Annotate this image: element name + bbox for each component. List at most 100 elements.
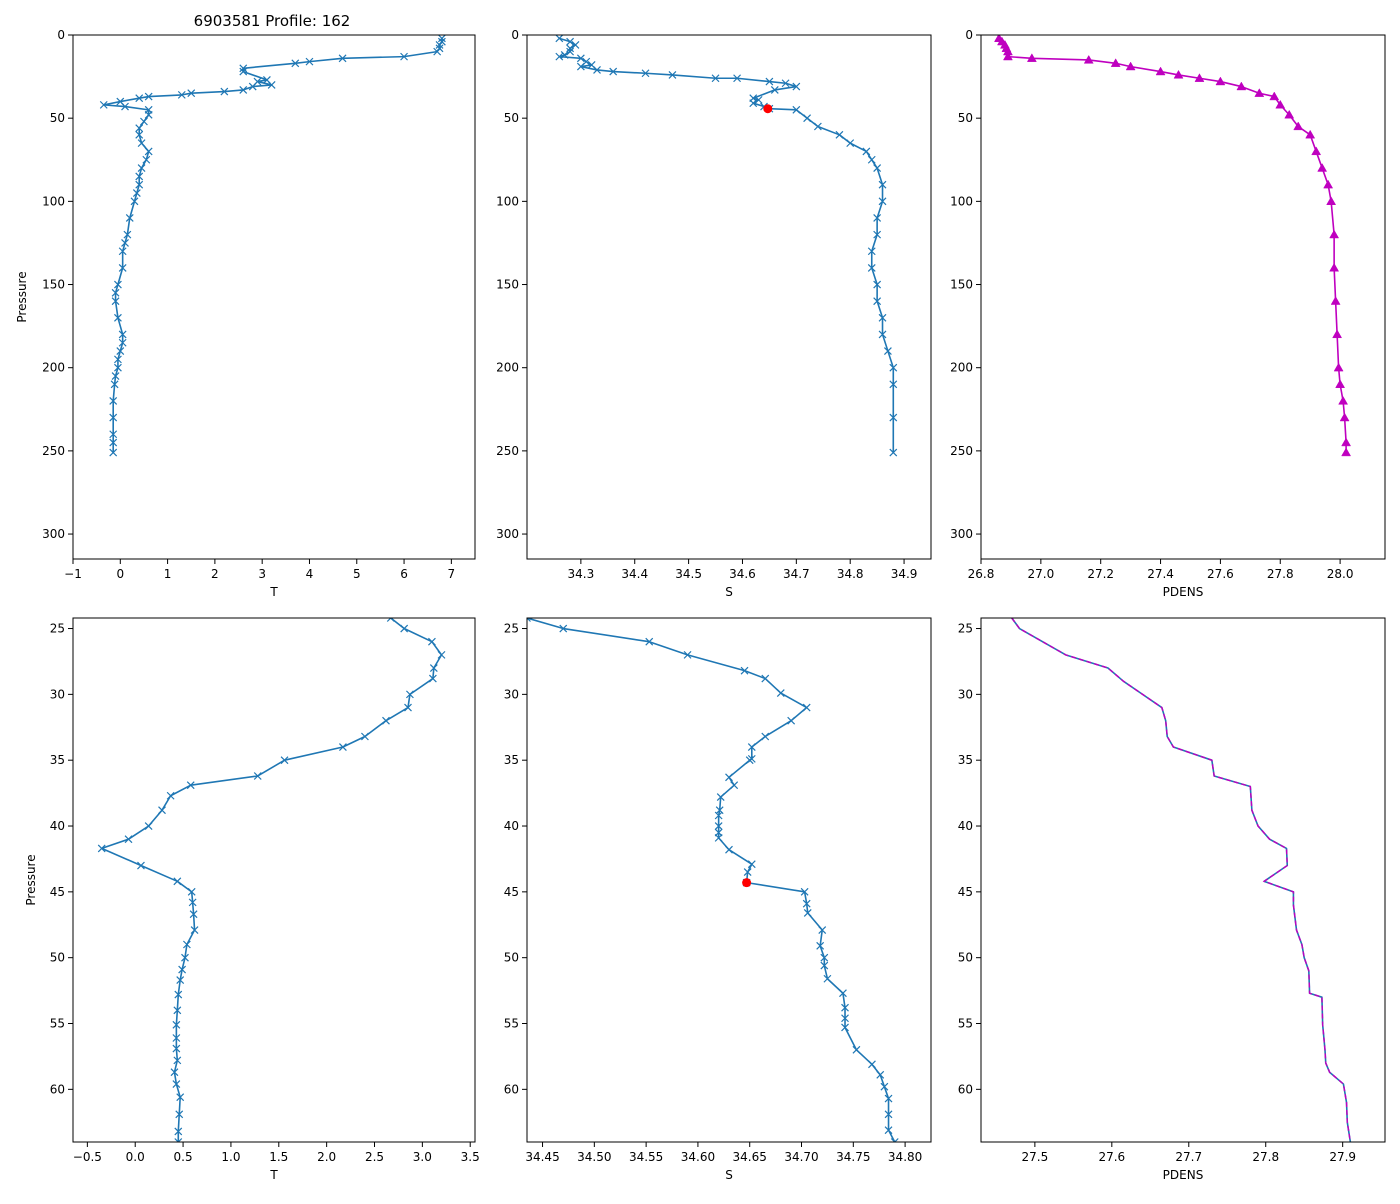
- x-tick-label-p1-4: 3: [258, 567, 266, 581]
- data-point-p4-17: [124, 835, 133, 844]
- x-tick-label-p3-2: 27.2: [1087, 567, 1114, 581]
- data-point-p1-36: [130, 197, 139, 206]
- data-point-p1-14: [248, 82, 257, 91]
- y-tick-label-p6-7: 60: [958, 1082, 973, 1096]
- data-point-p3-8: [1110, 58, 1121, 67]
- y-tick-label-p5-5: 50: [504, 951, 519, 965]
- data-point-p5-43: [884, 1126, 893, 1135]
- x-tick-label-p4-8: 3.5: [461, 1150, 480, 1164]
- y-tick-label-p1-1: 50: [50, 111, 65, 125]
- y-tick-label-p5-4: 45: [504, 885, 519, 899]
- data-point-p2-28: [813, 122, 822, 131]
- data-point-p1-7: [305, 57, 314, 66]
- data-point-p5-4: [740, 666, 749, 675]
- data-point-p2-6: [555, 52, 564, 61]
- plot-area-p5: [527, 618, 899, 1142]
- x-tick-label-p5-4: 34.65: [733, 1150, 767, 1164]
- data-point-p4-20: [173, 877, 182, 886]
- data-point-p3-20: [1305, 129, 1316, 139]
- y-tick-label-p4-7: 60: [50, 1082, 65, 1096]
- y-tick-label-p3-3: 150: [950, 278, 973, 292]
- x-tick-label-p4-7: 3.0: [413, 1150, 432, 1164]
- data-point-p3-15: [1254, 88, 1265, 97]
- data-point-p4-16: [144, 822, 153, 830]
- y-tick-label-p4-0: 25: [50, 622, 65, 636]
- data-point-p3-14: [1236, 81, 1247, 91]
- data-point-p1-44: [111, 297, 120, 306]
- data-point-p5-2: [645, 637, 654, 646]
- y-axis-label-p4: Pressure: [24, 854, 38, 905]
- data-point-p4-37: [176, 1093, 185, 1102]
- data-point-p3-10: [1155, 66, 1166, 76]
- data-point-p1-56: [109, 438, 118, 447]
- y-tick-label-p4-6: 55: [50, 1017, 65, 1031]
- axes-frame-p3: [980, 34, 1386, 560]
- data-point-p1-38: [123, 230, 132, 239]
- data-point-p4-15: [158, 806, 166, 815]
- x-tick-label-p2-4: 34.7: [783, 567, 810, 581]
- y-tick-label-p2-4: 200: [496, 361, 519, 375]
- data-point-p5-21: [725, 845, 733, 854]
- data-point-p2-3: [566, 44, 575, 53]
- data-point-p5-44: [890, 1138, 899, 1142]
- x-axis-label-p1: T: [269, 585, 278, 599]
- y-tick-label-p5-1: 30: [504, 687, 519, 701]
- data-point-p5-0: [527, 618, 531, 622]
- x-tick-label-p1-1: 0: [116, 567, 124, 581]
- data-point-p4-39: [174, 1127, 183, 1136]
- data-point-p4-28: [176, 976, 185, 984]
- plot-area-p2: [555, 35, 898, 457]
- data-point-p5-31: [820, 961, 829, 970]
- y-tick-label-p4-3: 40: [50, 819, 65, 833]
- data-point-p4-18: [97, 844, 106, 853]
- data-point-p1-20: [135, 94, 144, 103]
- subplot-p2: 34.3 34.4 34.5 34.6 34.7 34.8 34.9 0 50 100 150 200…: [496, 28, 932, 599]
- x-tick-label-p5-3: 34.60: [681, 1150, 715, 1164]
- subplot-p4: −0.5 0.0 0.5 1.0 1.5 2.0 2.5 3.0 3.5 25 30 35 40 45 50…: [24, 617, 480, 1182]
- data-point-p1-42: [114, 280, 122, 289]
- data-point-p2-20: [770, 85, 779, 94]
- data-point-p3-9: [1125, 61, 1136, 71]
- y-tick-label-p3-2: 100: [950, 194, 973, 208]
- data-point-p5-9: [761, 732, 770, 741]
- data-point-p3-12: [1194, 73, 1205, 82]
- axes-frame-p6: [980, 617, 1386, 1143]
- y-tick-label-p3-6: 300: [950, 527, 973, 541]
- y-tick-label-p2-6: 300: [496, 527, 519, 541]
- data-point-p5-33: [839, 989, 847, 998]
- y-tick-label-p1-2: 100: [42, 194, 65, 208]
- data-point-p4-34: [173, 1056, 182, 1065]
- data-point-p1-2: [435, 41, 444, 49]
- data-point-p4-33: [172, 1044, 181, 1053]
- data-point-p2-39: [867, 263, 876, 272]
- y-tick-label-p6-2: 35: [958, 753, 973, 767]
- data-point-p5-22: [747, 860, 756, 869]
- x-tick-label-p5-2: 34.55: [629, 1150, 663, 1164]
- subplot-p1: −1 0 1 2 3 4 5 6 7 0 50 100 150 200 250 300 T Pressure: [15, 28, 476, 599]
- data-point-p3-19: [1293, 121, 1304, 131]
- data-point-p2-1: [566, 37, 575, 46]
- data-point-p4-14: [166, 791, 175, 800]
- data-point-p3-5: [1002, 51, 1013, 61]
- data-point-p4-35: [170, 1068, 179, 1077]
- data-point-p5-39: [876, 1070, 885, 1079]
- x-tick-label-p2-1: 34.4: [621, 567, 648, 581]
- data-point-p2-48: [889, 448, 898, 457]
- y-axis-label-p1: Pressure: [15, 271, 29, 322]
- data-point-p3-26: [1329, 262, 1340, 272]
- y-tick-label-p1-3: 150: [42, 278, 65, 292]
- data-point-p5-37: [852, 1045, 861, 1054]
- data-point-p2-13: [641, 69, 650, 78]
- data-point-p1-4: [433, 47, 442, 56]
- data-point-p5-6: [776, 689, 785, 697]
- data-point-p5-42: [884, 1110, 893, 1119]
- x-tick-label-p5-5: 34.70: [784, 1150, 818, 1164]
- series-line-overlay-p6: [1011, 618, 1352, 1142]
- data-point-p5-35: [841, 1014, 849, 1023]
- data-point-p1-25: [144, 110, 153, 119]
- data-point-p2-27: [803, 114, 812, 123]
- data-point-p1-8: [291, 59, 300, 68]
- y-tick-label-p1-6: 300: [42, 527, 65, 541]
- data-point-p1-35: [132, 189, 141, 197]
